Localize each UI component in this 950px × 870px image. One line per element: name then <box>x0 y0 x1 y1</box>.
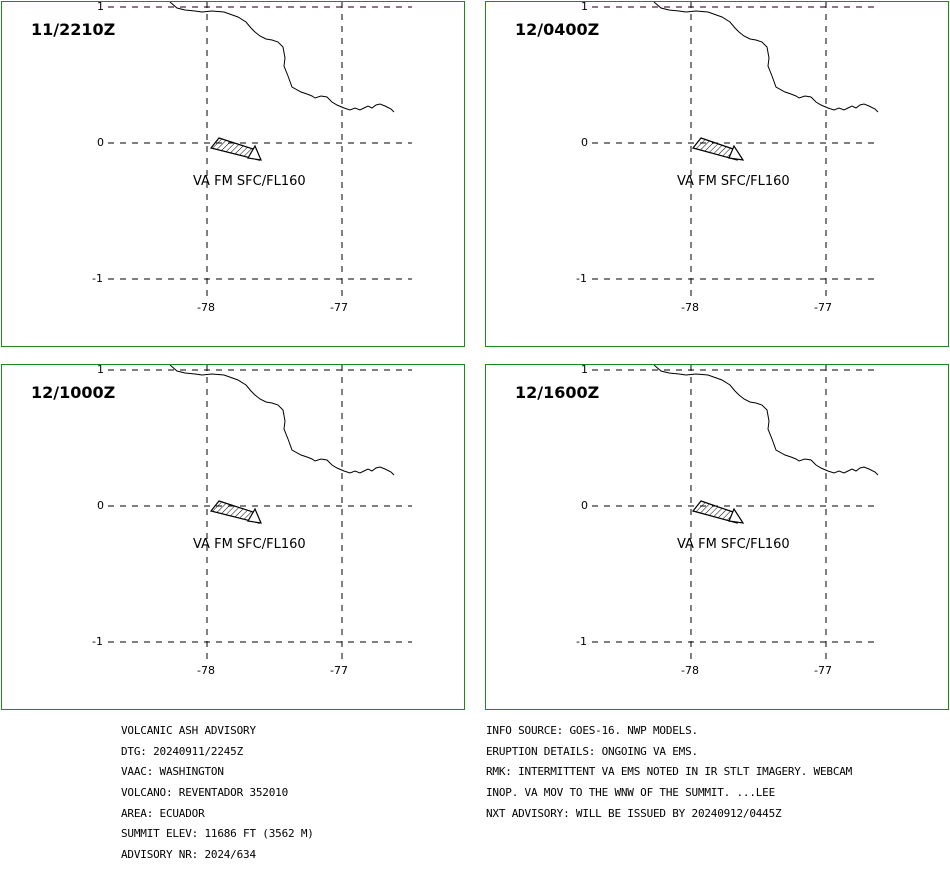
lat-label: 1 <box>97 0 104 13</box>
panel-timestamp: 12/1000Z <box>31 383 116 402</box>
advisory-title: VOLCANIC ASH ADVISORY <box>121 724 256 738</box>
lon-label: -78 <box>681 664 699 677</box>
lat-label: 0 <box>97 136 104 149</box>
lon-label: -77 <box>330 664 348 677</box>
ash-cloud-polygon <box>691 137 745 161</box>
coastline <box>169 365 395 476</box>
lon-label: -78 <box>681 301 699 314</box>
lat-label: 1 <box>581 363 588 376</box>
advisory-area: AREA: ECUADOR <box>121 806 205 820</box>
lon-label: -78 <box>197 664 215 677</box>
lon-label: -77 <box>814 664 832 677</box>
ash-cloud-polygon <box>209 137 262 161</box>
coastline <box>653 2 879 113</box>
advisory-vaac: VAAC: WASHINGTON <box>121 765 224 779</box>
lon-label: -77 <box>330 301 348 314</box>
lat-label: -1 <box>92 635 103 648</box>
lat-label: -1 <box>92 272 103 285</box>
advisory-eruption: ERUPTION DETAILS: ONGOING VA EMS. <box>486 744 698 758</box>
ash-cloud-polygon <box>691 500 745 524</box>
advisory-info-source: INFO SOURCE: GOES-16. NWP MODELS. <box>486 724 698 738</box>
coastline <box>169 2 395 113</box>
lat-label: 1 <box>97 363 104 376</box>
lat-label: -1 <box>576 272 587 285</box>
lat-label: 0 <box>97 499 104 512</box>
ash-cloud-polygon <box>209 500 262 524</box>
lat-label: 1 <box>581 0 588 13</box>
advisory-summit: SUMMIT ELEV: 11686 FT (3562 M) <box>121 827 314 841</box>
forecast-panel: 12/0400Z VA FM SFC/FL160 1 0 -1 -78 -77 <box>485 0 949 347</box>
map-graphic <box>592 365 879 660</box>
advisory-next: NXT ADVISORY: WILL BE ISSUED BY 20240912… <box>486 806 782 820</box>
advisory-remarks-cont: INOP. VA MOV TO THE WNW OF THE SUMMIT. .… <box>486 786 776 800</box>
forecast-panel: 12/1000Z VA FM SFC/FL160 1 0 -1 -78 -77 <box>1 363 465 710</box>
advisory-number: ADVISORY NR: 2024/634 <box>121 847 256 861</box>
coastline <box>653 365 879 476</box>
lat-label: -1 <box>576 635 587 648</box>
advisory-remarks: RMK: INTERMITTENT VA EMS NOTED IN IR STL… <box>486 765 853 779</box>
panel-timestamp: 11/2210Z <box>31 20 116 39</box>
advisory-header: VOLCANIC ASH ADVISORY DTG: 20240911/2245… <box>121 716 314 870</box>
lon-label: -78 <box>197 301 215 314</box>
ash-level-label: VA FM SFC/FL160 <box>677 174 790 189</box>
forecast-panel: 12/1600Z VA FM SFC/FL160 1 0 -1 -78 -77 <box>485 363 949 710</box>
map-graphic <box>108 365 412 660</box>
lon-label: -77 <box>814 301 832 314</box>
map-graphic <box>108 2 412 297</box>
advisory-dtg: DTG: 20240911/2245Z <box>121 744 244 758</box>
advisory-volcano: VOLCANO: REVENTADOR 352010 <box>121 786 288 800</box>
map-graphic <box>592 2 879 297</box>
ash-level-label: VA FM SFC/FL160 <box>677 537 790 552</box>
lat-label: 0 <box>581 136 588 149</box>
panel-timestamp: 12/0400Z <box>515 20 600 39</box>
forecast-panel: 11/2210Z VA FM SFC/FL160 1 0 -1 -78 -77 <box>1 0 465 347</box>
ash-level-label: VA FM SFC/FL160 <box>193 537 306 552</box>
panel-timestamp: 12/1600Z <box>515 383 600 402</box>
lat-label: 0 <box>581 499 588 512</box>
ash-level-label: VA FM SFC/FL160 <box>193 174 306 189</box>
advisory-details: INFO SOURCE: GOES-16. NWP MODELS. ERUPTI… <box>486 716 852 829</box>
